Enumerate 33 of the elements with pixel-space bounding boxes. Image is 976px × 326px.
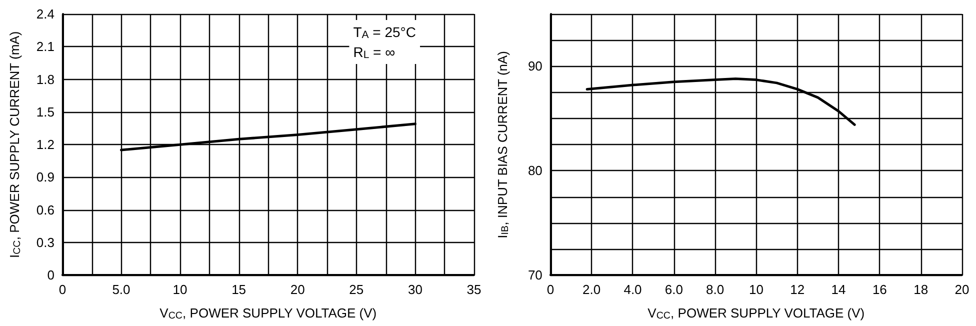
x-tick-label: 8.0 bbox=[706, 282, 724, 298]
x-tick-label: 10 bbox=[748, 282, 764, 298]
x-tick-label: 0 bbox=[58, 282, 66, 298]
x-tick-label: 15 bbox=[232, 282, 246, 298]
x-tick-label: 18 bbox=[914, 282, 928, 298]
y-axis-title: IIB, INPUT BIAS CURRENT (nA) bbox=[495, 51, 511, 238]
x-tick-label: 10 bbox=[172, 282, 188, 298]
y-tick-label: 1.2 bbox=[36, 137, 54, 152]
x-tick-label: 12 bbox=[790, 282, 805, 298]
x-tick-label: 30 bbox=[408, 282, 422, 298]
y-tick-label: 0 bbox=[47, 268, 54, 283]
x-tick-label: 25 bbox=[349, 282, 364, 298]
y-tick-label: 0.9 bbox=[36, 170, 54, 185]
y-axis-title: ICC, POWER SUPPLY CURRENT (mA) bbox=[7, 31, 23, 258]
y-tick-label: 80 bbox=[528, 163, 542, 178]
y-tick-label: 0.3 bbox=[36, 235, 54, 250]
y-tick-label: 0.6 bbox=[36, 202, 54, 218]
y-tick-label: 70 bbox=[528, 268, 542, 283]
x-tick-label: 14 bbox=[831, 282, 846, 298]
y-tick-label: 1.8 bbox=[36, 72, 54, 87]
x-tick-label: 0 bbox=[546, 282, 554, 298]
y-tick-label: 2.1 bbox=[36, 39, 54, 54]
x-tick-label: 2.0 bbox=[582, 282, 601, 298]
x-tick-label: 20 bbox=[290, 282, 305, 298]
y-tick-label: 2.4 bbox=[36, 6, 54, 22]
x-tick-label: 6.0 bbox=[664, 282, 683, 298]
x-tick-label: 35 bbox=[466, 282, 482, 298]
x-tick-label: 20 bbox=[954, 282, 970, 298]
x-tick-label: 16 bbox=[872, 282, 887, 298]
y-tick-label: 1.5 bbox=[36, 104, 54, 120]
x-tick-label: 4.0 bbox=[624, 282, 642, 298]
x-tick-label: 5.0 bbox=[112, 282, 130, 298]
y-tick-label: 90 bbox=[528, 58, 542, 74]
